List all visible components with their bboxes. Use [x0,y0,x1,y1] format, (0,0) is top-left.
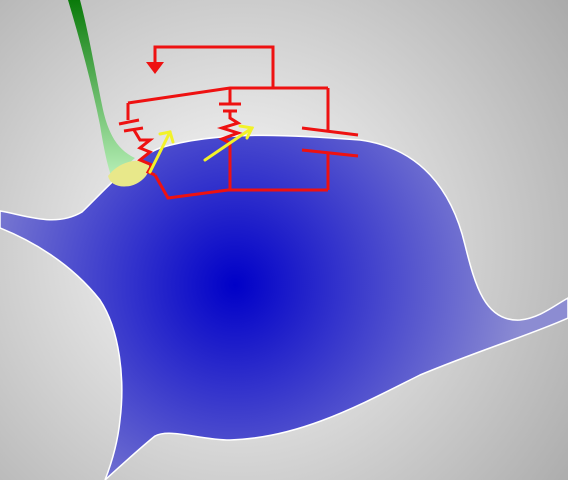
capacitor-plate-top [301,126,359,137]
variable-arrow-1 [148,130,172,174]
equivalent-circuit [118,45,359,200]
dendrite-gap [0,228,122,480]
patch-contact-area [108,160,150,187]
wire-top [153,45,275,88]
variable-arrows [148,124,255,174]
variable-arrow-2 [203,126,254,162]
dendrite-outline [0,227,123,480]
variable-arrow-1-head [158,130,175,144]
variable-arrow-2-head [238,124,255,140]
wire-rail-bottom [153,174,328,200]
capacitor-plate-bottom [301,148,359,158]
battery-1-long [118,118,140,126]
resistor-1 [132,129,156,177]
ground-symbol [146,62,164,74]
patch-pipette [68,0,135,178]
battery-1-short [123,126,144,133]
